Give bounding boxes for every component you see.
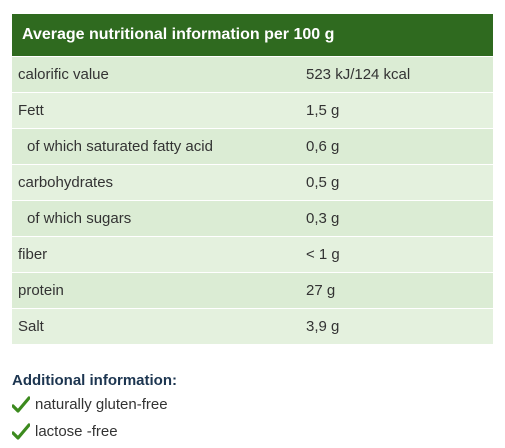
cell: fiber — [18, 246, 48, 263]
table-row: protein 27 g — [12, 272, 493, 308]
table-row: carbohydrates 0,5 g — [12, 164, 493, 200]
cell: 0,5 g — [306, 174, 340, 191]
cell: Fett — [18, 102, 44, 119]
cell: 0,6 g — [306, 138, 340, 155]
table-row: fiber < 1 g — [12, 236, 493, 272]
table-row: calorific value 523 kJ/124 kcal — [12, 56, 493, 92]
nutrition-table: Average nutritional information per 100 … — [12, 14, 493, 344]
check-icon — [12, 422, 30, 440]
cell: 1,5 g — [306, 102, 340, 119]
cell: of which saturated fatty acid — [27, 138, 213, 155]
cell: carbohydrates — [18, 174, 114, 191]
info-item: lactose -free — [12, 418, 177, 445]
table-row: Salt 3,9 g — [12, 308, 493, 344]
info-text: lactose -free — [35, 423, 118, 440]
table-body: calorific value 523 kJ/124 kcal Fett 1,5 g… — [12, 56, 493, 344]
info-item: naturally gluten-free — [12, 391, 177, 418]
table-row: of which saturated fatty acid 0,6 g — [12, 128, 493, 164]
cell: 3,9 g — [306, 318, 340, 335]
cell: protein — [18, 282, 64, 299]
cell: calorific value — [18, 66, 109, 83]
table-title: Average nutritional information per 100 … — [12, 14, 493, 56]
cell: < 1 g — [306, 246, 340, 263]
info-text: naturally gluten-free — [35, 396, 168, 413]
additional-title: Additional information: — [12, 372, 177, 389]
cell: 27 g — [306, 282, 336, 299]
additional-info: Additional information: naturally gluten… — [12, 371, 177, 445]
table-row: of which sugars 0,3 g — [12, 200, 493, 236]
cell: of which sugars — [27, 210, 132, 227]
cell: Salt — [18, 318, 44, 335]
check-icon — [12, 395, 30, 413]
cell: 523 kJ/124 kcal — [306, 66, 411, 83]
table-row: Fett 1,5 g — [12, 92, 493, 128]
cell: 0,3 g — [306, 210, 340, 227]
